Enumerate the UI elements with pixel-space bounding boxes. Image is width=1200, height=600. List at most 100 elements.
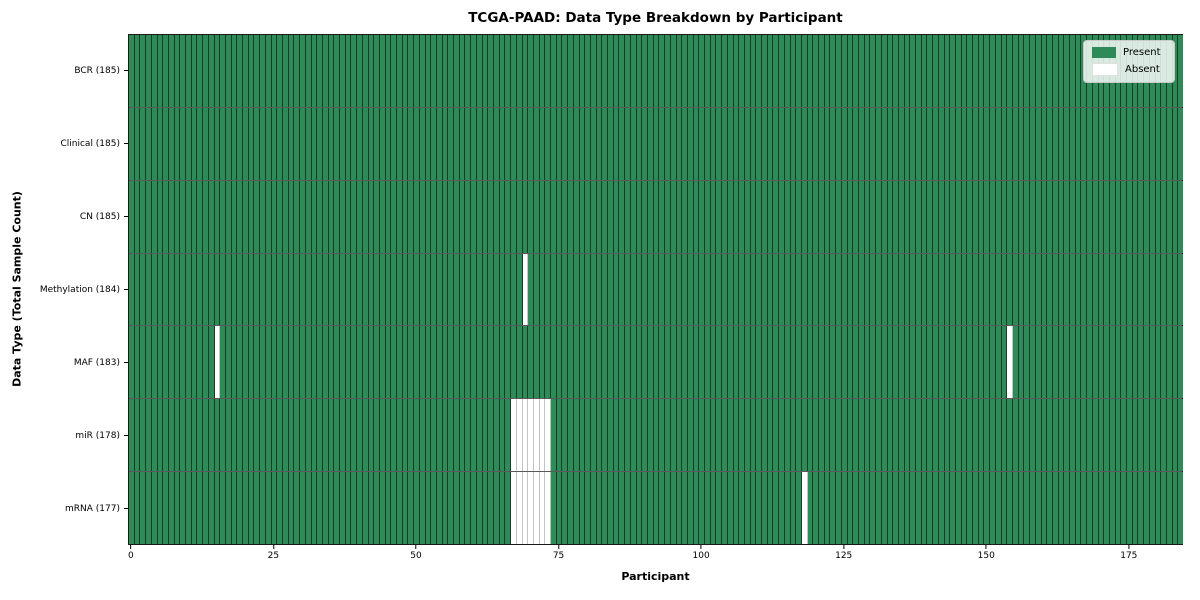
heatmap-cell xyxy=(419,253,426,326)
y-tick-mark xyxy=(124,435,128,436)
heatmap-cell xyxy=(431,399,437,472)
heatmap-cell xyxy=(225,107,232,180)
heatmap-cell xyxy=(488,253,494,326)
heatmap-cell xyxy=(967,107,974,180)
heatmap-cell xyxy=(431,253,437,326)
heatmap-cell xyxy=(887,326,894,399)
heatmap-cell xyxy=(1115,472,1122,545)
heatmap-cell xyxy=(368,253,375,326)
heatmap-cell xyxy=(585,253,591,326)
heatmap-cell xyxy=(516,472,523,545)
heatmap-cell xyxy=(516,399,523,472)
heatmap-cell xyxy=(636,326,643,399)
heatmap-cell xyxy=(545,326,552,399)
heatmap-cell xyxy=(271,107,278,180)
heatmap-cell xyxy=(790,107,797,180)
heatmap-cell xyxy=(568,326,574,399)
heatmap-cell xyxy=(231,326,238,399)
heatmap-cell xyxy=(1024,472,1031,545)
heatmap-cell xyxy=(556,107,563,180)
heatmap-cell xyxy=(864,399,871,472)
heatmap-cell xyxy=(454,107,460,180)
heatmap-cell xyxy=(1178,472,1184,545)
heatmap-cell xyxy=(927,35,934,107)
heatmap-cell xyxy=(790,326,797,399)
x-tick-125: 125 xyxy=(835,545,852,561)
heatmap-cell xyxy=(191,253,198,326)
x-tick-label: 50 xyxy=(410,551,422,561)
heatmap-cell xyxy=(419,180,426,253)
heatmap-cell xyxy=(898,35,905,107)
heatmap-row-MAF xyxy=(129,326,1184,400)
y-tick-mRNA: mRNA (177) xyxy=(0,472,128,545)
heatmap-cell xyxy=(636,253,643,326)
heatmap-cell xyxy=(374,180,380,253)
heatmap-cell xyxy=(1115,399,1122,472)
heatmap-cell xyxy=(305,35,312,107)
heatmap-cell xyxy=(653,399,660,472)
heatmap-cell xyxy=(288,472,295,545)
heatmap-cell xyxy=(1127,472,1133,545)
heatmap-cell xyxy=(414,180,420,253)
heatmap-cell xyxy=(163,180,169,253)
heatmap-cell xyxy=(990,180,996,253)
heatmap-cell xyxy=(311,107,318,180)
heatmap-cell xyxy=(163,472,169,545)
heatmap-cell xyxy=(864,107,871,180)
heatmap-cell xyxy=(208,472,215,545)
heatmap-cell xyxy=(619,399,626,472)
heatmap-cell xyxy=(1178,180,1184,253)
heatmap-cell xyxy=(625,472,631,545)
heatmap-cell xyxy=(608,399,614,472)
heatmap-cell xyxy=(716,472,723,545)
heatmap-cell xyxy=(174,472,181,545)
y-tick-label: Clinical (185) xyxy=(60,138,120,149)
heatmap-cell xyxy=(379,399,386,472)
heatmap-cell xyxy=(984,399,991,472)
heatmap-cell xyxy=(482,180,489,253)
heatmap-cell xyxy=(876,35,882,107)
heatmap-cell xyxy=(1070,107,1076,180)
heatmap-cell xyxy=(311,253,318,326)
heatmap-cell xyxy=(716,326,723,399)
heatmap-cell xyxy=(596,253,603,326)
heatmap-cell xyxy=(551,472,557,545)
heatmap-cell xyxy=(824,326,831,399)
heatmap-cell xyxy=(876,180,882,253)
heatmap-cell xyxy=(938,107,945,180)
heatmap-cell xyxy=(442,180,449,253)
heatmap-cell xyxy=(482,253,489,326)
heatmap-cell xyxy=(1138,107,1145,180)
heatmap-cell xyxy=(1109,253,1116,326)
heatmap-cell xyxy=(1064,107,1071,180)
heatmap-cell xyxy=(978,326,985,399)
heatmap-cell xyxy=(693,253,700,326)
heatmap-cell xyxy=(876,326,882,399)
heatmap-cell xyxy=(1007,253,1013,326)
heatmap-cell xyxy=(847,107,854,180)
heatmap-cell xyxy=(340,326,346,399)
heatmap-cell xyxy=(910,35,917,107)
heatmap-cell xyxy=(1149,107,1156,180)
heatmap-cell xyxy=(140,472,147,545)
heatmap-cell xyxy=(973,180,979,253)
heatmap-cell xyxy=(1047,472,1053,545)
heatmap-cell xyxy=(186,399,192,472)
heatmap-cell xyxy=(151,107,158,180)
heatmap-cell xyxy=(1161,399,1167,472)
heatmap-cell xyxy=(151,399,158,472)
heatmap-cell xyxy=(807,107,814,180)
heatmap-cell xyxy=(1035,253,1042,326)
heatmap-cell xyxy=(1012,35,1019,107)
heatmap-cell xyxy=(904,253,911,326)
heatmap-cell xyxy=(1144,472,1150,545)
heatmap-cell xyxy=(1024,253,1031,326)
heatmap-cell xyxy=(265,253,272,326)
heatmap-cell xyxy=(328,180,335,253)
heatmap-cell xyxy=(220,399,226,472)
heatmap-cell xyxy=(1058,180,1065,253)
heatmap-cell xyxy=(1030,399,1036,472)
heatmap-cell xyxy=(476,107,483,180)
heatmap-cell xyxy=(955,35,962,107)
heatmap-cell xyxy=(938,326,945,399)
